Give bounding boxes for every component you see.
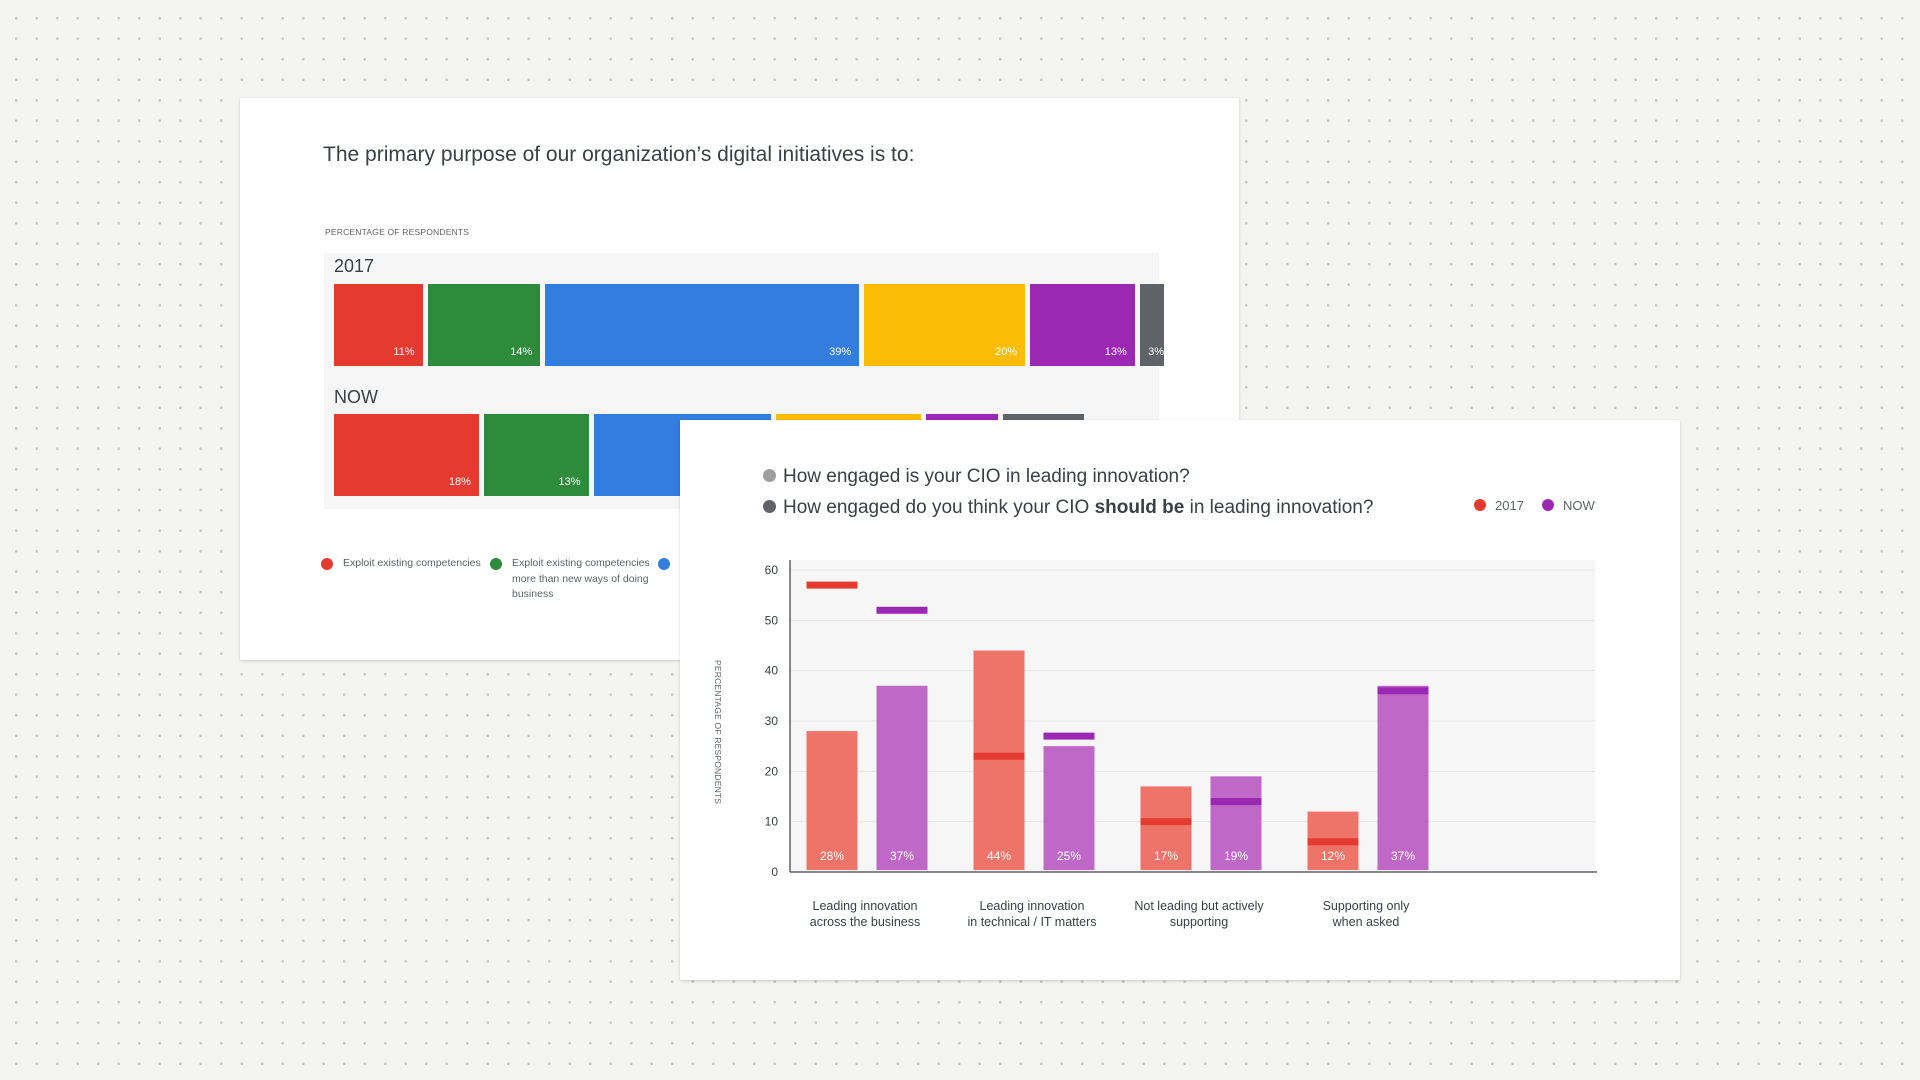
stack-segment: 18% xyxy=(334,414,479,496)
legend-now-dot xyxy=(1542,499,1554,511)
purpose-axis-caption: PERCENTAGE OF RESPONDENTS xyxy=(325,227,470,237)
question-current-dot xyxy=(763,469,776,482)
x-category-label: supporting xyxy=(1170,915,1228,929)
legend-dot-blue xyxy=(658,558,670,570)
legend-dot-red xyxy=(321,558,333,570)
segment-value-label: 18% xyxy=(448,476,471,488)
stack-segment: 11% xyxy=(334,284,423,366)
row-label-2017: 2017 xyxy=(334,256,375,276)
question-should-text-start: How engaged do you think your CIO xyxy=(783,497,1095,518)
x-category-label: Leading innovation xyxy=(813,899,918,913)
stack-segment: 14% xyxy=(427,284,541,366)
y-tick-label: 0 xyxy=(771,865,778,879)
x-category-label: when asked xyxy=(1332,915,1400,929)
legend-dot-green xyxy=(490,558,502,570)
y-tick-label: 50 xyxy=(765,613,779,627)
segment-value-label: 13% xyxy=(1104,346,1127,358)
question-current: How engaged is your CIO in leading innov… xyxy=(763,466,1190,488)
y-tick-label: 10 xyxy=(765,815,779,829)
segment-value-label: 3% xyxy=(1148,346,1164,358)
stack-segment: 13% xyxy=(1030,284,1135,366)
legend-item-exploit-more: Exploit existing competencies more than … xyxy=(490,556,662,603)
legend-label: Exploit existing competencies more than … xyxy=(512,557,650,600)
bar-now xyxy=(876,685,928,870)
y-tick-label: 20 xyxy=(765,764,779,778)
segment-value-label: 13% xyxy=(558,476,581,488)
row-label-now: NOW xyxy=(334,387,378,407)
question-should-dot xyxy=(763,500,776,513)
legend-label: Exploit existing competencies xyxy=(343,557,481,569)
legend-now-label: NOW xyxy=(1563,498,1595,513)
stack-segment: 20% xyxy=(864,284,1026,366)
question-should-text-end: in leading innovation? xyxy=(1184,497,1374,518)
legend-now: NOW xyxy=(1542,498,1595,513)
cio-chart-card: How engaged is your CIO in leading innov… xyxy=(680,420,1680,980)
bar-value-label: 37% xyxy=(890,849,914,863)
purpose-chart-title: The primary purpose of our organization’… xyxy=(323,143,915,166)
question-should-be: How engaged do you think your CIO should… xyxy=(763,497,1373,519)
question-current-text: How engaged is your CIO in leading innov… xyxy=(783,466,1190,487)
bar-now xyxy=(1210,776,1262,870)
segment-value-label: 14% xyxy=(510,346,533,358)
y-tick-label: 30 xyxy=(765,714,779,728)
should-be-marker-now xyxy=(1210,798,1262,806)
legend-item-exploit-existing: Exploit existing competencies xyxy=(321,556,493,572)
stack-segment: 39% xyxy=(545,284,860,366)
bar-value-label: 28% xyxy=(820,849,844,863)
bar-value-label: 44% xyxy=(987,849,1011,863)
x-category-label: Leading innovation xyxy=(980,899,1085,913)
should-be-marker-2017 xyxy=(1140,818,1192,826)
bar-value-label: 25% xyxy=(1057,849,1081,863)
segment-value-label: 39% xyxy=(829,346,852,358)
should-be-marker-2017 xyxy=(973,752,1025,760)
y-tick-label: 40 xyxy=(765,664,779,678)
bar-2017 xyxy=(806,731,858,870)
bar-value-label: 17% xyxy=(1154,849,1178,863)
x-category-label: Supporting only xyxy=(1323,899,1411,913)
x-category-label: in technical / IT matters xyxy=(968,915,1097,929)
x-category-label: across the business xyxy=(810,915,920,929)
should-be-marker-now xyxy=(1377,687,1429,695)
bar-value-label: 37% xyxy=(1391,849,1415,863)
stack-segment: 13% xyxy=(483,414,589,496)
should-be-marker-now xyxy=(876,606,928,614)
legend-2017-dot xyxy=(1474,499,1486,511)
bar-value-label: 12% xyxy=(1321,849,1345,863)
bar-now xyxy=(1377,685,1429,870)
bar-now xyxy=(1043,746,1095,870)
bar-2017 xyxy=(973,650,1025,870)
stack-segment: 3% xyxy=(1139,284,1164,366)
bar-value-label: 19% xyxy=(1224,849,1248,863)
segment-value-label: 20% xyxy=(995,346,1018,358)
should-be-marker-2017 xyxy=(1307,838,1359,846)
should-be-marker-2017 xyxy=(806,581,858,589)
bar-2017 xyxy=(1140,786,1192,870)
y-tick-label: 60 xyxy=(765,563,779,577)
segment-value-label: 11% xyxy=(393,346,415,358)
question-should-text-bold: should be xyxy=(1094,497,1185,518)
legend-2017-label: 2017 xyxy=(1495,498,1524,513)
x-category-label: Not leading but actively xyxy=(1134,899,1264,913)
should-be-marker-now xyxy=(1043,732,1095,740)
cio-bar-chart: 0 10 20 30 40 50 60 28% 37% Leading innovation acr… xyxy=(765,560,1597,929)
legend-2017: 2017 xyxy=(1474,498,1524,513)
